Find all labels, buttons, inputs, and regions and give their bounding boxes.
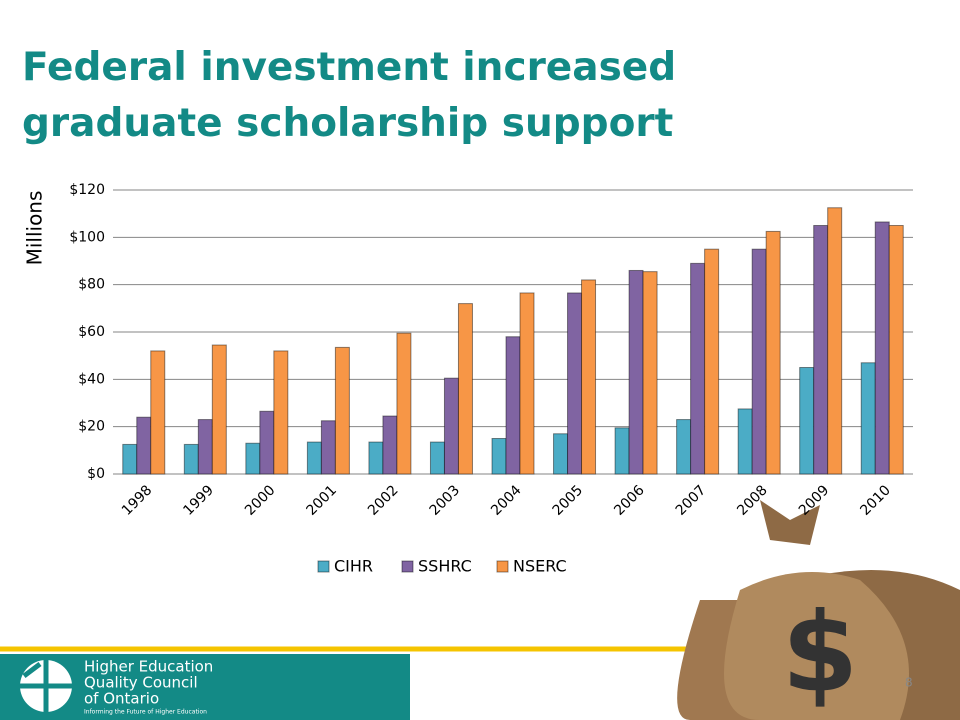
bar xyxy=(737,408,753,475)
bar xyxy=(505,336,521,475)
bar xyxy=(888,225,904,475)
bar xyxy=(150,350,166,475)
bar xyxy=(765,230,781,475)
bar xyxy=(827,207,843,475)
svg-text:$: $ xyxy=(782,588,859,716)
logo xyxy=(20,660,72,712)
bar xyxy=(690,262,706,475)
bar xyxy=(457,303,473,475)
x-tick-label: 2007 xyxy=(673,482,710,519)
y-tick-label: $40 xyxy=(78,371,105,387)
y-tick-label: $80 xyxy=(78,277,105,293)
bar xyxy=(614,427,630,475)
legend-label: SSHRC xyxy=(418,557,472,576)
bar xyxy=(491,438,507,475)
bar xyxy=(553,433,569,475)
money-bags: $ xyxy=(677,500,960,720)
bar xyxy=(429,441,445,475)
x-tick-label: 2010 xyxy=(857,482,894,519)
bar xyxy=(581,279,597,475)
legend-label: NSERC xyxy=(513,557,567,576)
bar xyxy=(519,292,535,475)
x-tick-label: 2002 xyxy=(365,482,402,519)
bar xyxy=(197,419,213,475)
x-tick-label: 2006 xyxy=(611,482,648,519)
bar xyxy=(860,362,876,475)
x-tick-label: 2000 xyxy=(242,482,279,519)
bar xyxy=(320,420,336,475)
bar xyxy=(183,443,199,475)
legend-swatch xyxy=(401,560,414,573)
bar xyxy=(813,225,829,475)
bar xyxy=(273,350,289,475)
bar xyxy=(245,442,261,475)
bar xyxy=(334,346,350,475)
x-tick-label: 2003 xyxy=(427,482,464,519)
bar xyxy=(443,377,459,475)
bar xyxy=(136,416,152,475)
bar xyxy=(567,292,583,475)
x-tick-label: 1999 xyxy=(180,482,217,519)
page-number: 8 xyxy=(905,676,913,690)
bar xyxy=(704,248,720,475)
x-tick-label: 2004 xyxy=(488,482,525,519)
y-tick-label: $120 xyxy=(69,182,105,198)
bar xyxy=(259,410,275,475)
y-axis-label: Millions xyxy=(23,191,47,266)
bar xyxy=(382,415,398,475)
bar xyxy=(306,441,322,475)
bar xyxy=(799,367,815,475)
bar xyxy=(122,443,138,475)
bar xyxy=(751,248,767,475)
x-tick-label: 2001 xyxy=(304,482,341,519)
bar xyxy=(368,441,384,475)
chart-title: Federal investment increased graduate sc… xyxy=(22,45,677,146)
bar xyxy=(396,332,412,475)
tagline: Informing the Future of Higher Education xyxy=(84,709,207,716)
y-tick-label: $100 xyxy=(69,229,105,245)
bar xyxy=(874,221,890,475)
legend-swatch xyxy=(496,560,509,573)
x-tick-label: 1998 xyxy=(119,482,156,519)
org-name: Quality Council xyxy=(84,674,198,692)
org-name: Higher Education xyxy=(84,658,213,676)
bar xyxy=(642,271,658,475)
bar xyxy=(211,344,227,475)
legend-swatch xyxy=(317,560,330,573)
y-tick-label: $0 xyxy=(87,466,105,482)
x-tick-label: 2005 xyxy=(550,482,587,519)
y-tick-label: $20 xyxy=(78,419,105,435)
bar xyxy=(628,269,644,475)
org-name: of Ontario xyxy=(84,690,159,708)
y-tick-label: $60 xyxy=(78,324,105,340)
legend-label: CIHR xyxy=(334,557,373,576)
bar xyxy=(676,419,692,475)
